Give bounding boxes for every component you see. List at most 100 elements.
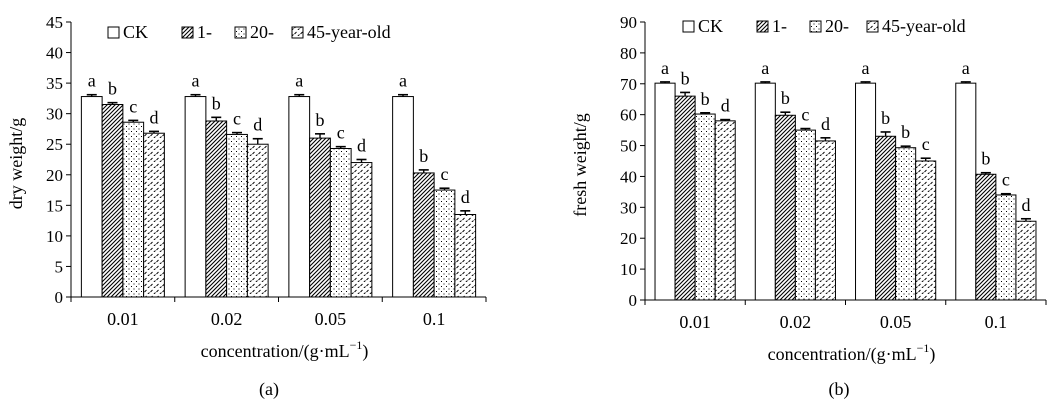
y-tick-label: 50 xyxy=(620,137,637,156)
bar xyxy=(350,162,373,298)
bar xyxy=(433,189,456,298)
bar xyxy=(412,172,435,298)
x-tick-label: 0.1 xyxy=(423,309,446,329)
bar xyxy=(875,135,897,301)
y-tick-label: 40 xyxy=(46,44,63,63)
legend-swatch xyxy=(866,20,879,33)
significance-letter: a xyxy=(295,71,303,91)
significance-letter: b xyxy=(981,149,990,169)
y-tick-label: 40 xyxy=(620,167,637,186)
y-axis-label: dry weight/g xyxy=(6,118,26,210)
significance-letter: c xyxy=(801,105,809,125)
significance-letter: b xyxy=(108,79,117,99)
legend-label: 20- xyxy=(825,16,849,36)
significance-letter: d xyxy=(357,136,366,156)
legend-label: CK xyxy=(123,22,148,42)
panel-label: (a) xyxy=(259,379,279,400)
bar xyxy=(392,96,414,298)
legend-swatch xyxy=(756,20,769,33)
legend-swatch xyxy=(809,20,822,33)
legend-swatch xyxy=(107,26,120,39)
significance-letter: d xyxy=(150,107,159,127)
x-tick-label: 0.1 xyxy=(985,312,1008,332)
bar xyxy=(309,137,331,298)
bar xyxy=(80,96,103,298)
legend-label: 1- xyxy=(772,16,787,36)
bar xyxy=(246,143,269,298)
significance-letter: d xyxy=(1021,195,1030,215)
bar xyxy=(754,82,776,301)
y-tick-label: 20 xyxy=(620,229,637,248)
bar xyxy=(975,173,997,301)
y-tick-label: 35 xyxy=(46,74,63,93)
y-tick-label: 10 xyxy=(620,260,637,279)
x-tick-label: 0.05 xyxy=(880,312,912,332)
significance-letter: d xyxy=(821,114,830,134)
bar xyxy=(143,132,165,298)
significance-letter: b xyxy=(701,89,710,109)
significance-letter: b xyxy=(681,68,690,88)
significance-letter: d xyxy=(253,115,262,135)
y-tick-label: 0 xyxy=(55,288,64,307)
bar xyxy=(122,121,145,298)
legend-label: 45-year-old xyxy=(882,16,966,36)
significance-letter: a xyxy=(962,58,970,78)
legend-swatch xyxy=(682,20,695,33)
significance-letter: b xyxy=(781,88,790,108)
bar xyxy=(814,140,836,301)
bar xyxy=(654,82,676,301)
x-tick-label: 0.02 xyxy=(780,312,812,332)
bar xyxy=(895,147,917,301)
y-tick-label: 30 xyxy=(620,198,637,217)
bar xyxy=(915,160,937,301)
x-tick-label: 0.02 xyxy=(211,309,243,329)
significance-letter: c xyxy=(129,96,137,116)
bar xyxy=(794,129,816,301)
significance-letter: b xyxy=(212,93,221,113)
significance-letter: d xyxy=(721,96,730,116)
x-tick-label: 0.01 xyxy=(679,312,711,332)
significance-letter: a xyxy=(399,71,407,91)
y-tick-label: 30 xyxy=(46,105,63,124)
y-tick-label: 45 xyxy=(46,13,63,32)
significance-letter: b xyxy=(881,108,890,128)
bar xyxy=(288,96,311,298)
legend-swatch xyxy=(234,26,247,39)
bar xyxy=(855,82,877,301)
significance-letter: c xyxy=(337,123,345,143)
significance-letter: a xyxy=(862,58,870,78)
significance-letter: c xyxy=(1002,170,1010,190)
significance-letter: d xyxy=(461,187,470,207)
legend-label: CK xyxy=(698,16,723,36)
significance-letter: a xyxy=(192,71,200,91)
bar xyxy=(205,120,228,298)
y-tick-label: 25 xyxy=(46,135,63,154)
significance-letter: c xyxy=(233,109,241,129)
y-tick-label: 70 xyxy=(620,75,637,94)
x-axis-label: concentration/(g·mL−1) xyxy=(768,341,936,365)
significance-letter: a xyxy=(88,71,96,91)
significance-letter: a xyxy=(661,58,669,78)
bar xyxy=(995,194,1017,301)
bar xyxy=(714,120,736,301)
bar xyxy=(454,214,477,298)
significance-letter: c xyxy=(922,134,930,154)
x-tick-label: 0.01 xyxy=(107,309,139,329)
bar xyxy=(774,114,796,301)
legend-swatch xyxy=(291,26,304,39)
legend-label: 45-year-old xyxy=(307,22,391,42)
significance-letter: b xyxy=(901,122,910,142)
bar xyxy=(101,104,124,298)
legend-label: 20- xyxy=(250,22,274,42)
bar xyxy=(329,148,352,298)
y-tick-label: 90 xyxy=(620,13,637,32)
significance-letter: c xyxy=(441,164,449,184)
legend-swatch xyxy=(181,26,194,39)
bar xyxy=(694,113,716,301)
bar xyxy=(226,133,248,298)
y-tick-label: 60 xyxy=(620,106,637,125)
bar xyxy=(674,95,696,301)
